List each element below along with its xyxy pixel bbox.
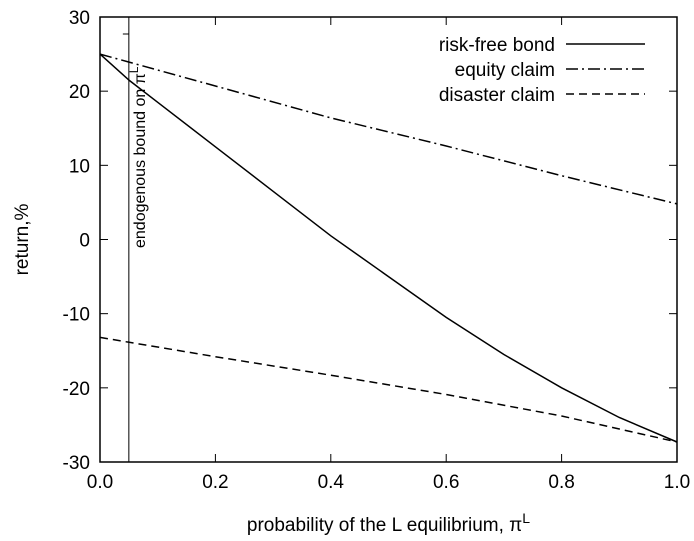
tick-labels: 0.0 0.2 0.4 0.6 0.8 1.0 30 20 10 0 -10 -20 -30 xyxy=(63,8,691,493)
bound-label-text: endogenous bound on π xyxy=(132,73,149,248)
x-axis-label: probability of the L equilibrium, πL xyxy=(247,510,530,536)
series-line-1 xyxy=(99,53,678,443)
annotation-endogenous-bound: endogenous bound on πL xyxy=(122,17,149,462)
axis-ticks xyxy=(99,16,678,463)
plot-frame xyxy=(99,16,678,463)
x-tick-label: 0.4 xyxy=(318,472,345,493)
legend-label-2: equity claim xyxy=(455,60,555,81)
series-line-2 xyxy=(99,53,678,205)
x-axis-label-text: probability of the L equilibrium, π xyxy=(247,515,522,536)
y-tick-label: -30 xyxy=(63,453,90,474)
plot-lines xyxy=(99,53,678,443)
x-axis-label-superscript: L xyxy=(522,510,530,526)
y-tick-label: 10 xyxy=(69,156,90,177)
series-line-3 xyxy=(99,336,678,443)
y-tick-label: 20 xyxy=(69,82,90,103)
legend-label-3: disaster claim xyxy=(439,85,555,106)
x-tick-label: 0.6 xyxy=(433,472,459,493)
bound-label-superscript: L xyxy=(127,66,141,73)
y-tick-label: -10 xyxy=(63,305,90,326)
y-tick-label: 0 xyxy=(79,231,90,252)
x-tick-label: 0.2 xyxy=(202,472,228,493)
legend: risk-free bond equity claim disaster claim xyxy=(439,35,645,106)
y-axis-label: return,% xyxy=(12,203,33,275)
y-tick-label: 30 xyxy=(69,8,90,29)
legend-label-1: risk-free bond xyxy=(439,35,555,56)
x-tick-label: 0.0 xyxy=(87,472,113,493)
bound-label: endogenous bound on πL xyxy=(127,66,149,248)
y-tick-label: -20 xyxy=(63,379,90,400)
x-tick-label: 0.8 xyxy=(548,472,574,493)
x-tick-label: 1.0 xyxy=(664,472,690,493)
